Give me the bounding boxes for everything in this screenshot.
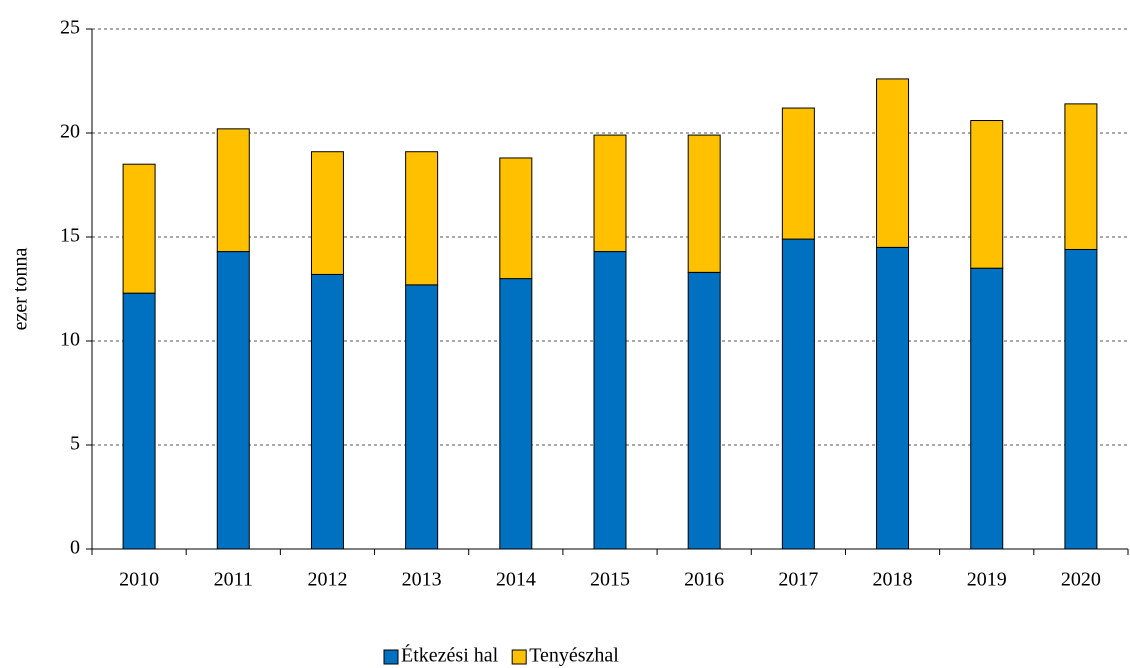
bar-segment: [970, 120, 1004, 269]
bar-segment: [876, 78, 910, 248]
bar-segment: [499, 157, 533, 280]
bar-segment: [310, 151, 344, 275]
y-tick-label: 20: [60, 121, 80, 143]
bar-segment: [216, 251, 250, 550]
bar-segment: [970, 267, 1004, 550]
y-axis-label: ezer tonna: [10, 248, 32, 331]
bar-segment: [499, 278, 533, 550]
x-tick-label: 2013: [402, 569, 442, 591]
y-tick-label: 15: [60, 225, 80, 247]
x-tick-label: 2014: [496, 569, 536, 591]
bar-segment: [781, 107, 815, 240]
y-tick-label: 5: [70, 433, 80, 455]
bar-segment: [405, 284, 439, 550]
bar-segment: [593, 134, 627, 253]
x-tick-label: 2016: [684, 569, 724, 591]
x-tick-label: 2019: [967, 569, 1007, 591]
bar-segment: [687, 271, 721, 550]
x-tick-label: 2015: [590, 569, 630, 591]
bar-segment: [405, 151, 439, 286]
bar-segment: [1064, 248, 1098, 550]
bar-segment: [593, 251, 627, 550]
legend-swatch: [511, 649, 527, 665]
x-tick-label: 2010: [119, 569, 159, 591]
x-tick-label: 2017: [778, 569, 818, 591]
legend-swatch: [383, 649, 399, 665]
x-tick-label: 2018: [873, 569, 913, 591]
x-tick-label: 2011: [214, 569, 253, 591]
bar-segment: [1064, 103, 1098, 250]
bar-segment: [876, 246, 910, 550]
x-tick-label: 2020: [1061, 569, 1101, 591]
x-tick-label: 2012: [307, 569, 347, 591]
y-tick-label: 25: [60, 17, 80, 39]
bar-segment: [687, 134, 721, 273]
bar-segment: [781, 238, 815, 550]
y-tick-label: 0: [70, 537, 80, 559]
legend-label: Tenyészhal: [529, 645, 619, 667]
y-tick-label: 10: [60, 329, 80, 351]
bar-segment: [122, 163, 156, 294]
bar-segment: [122, 292, 156, 550]
bar-segment: [310, 273, 344, 550]
bar-segment: [216, 128, 250, 253]
legend-label: Étkezési hal: [401, 644, 499, 667]
